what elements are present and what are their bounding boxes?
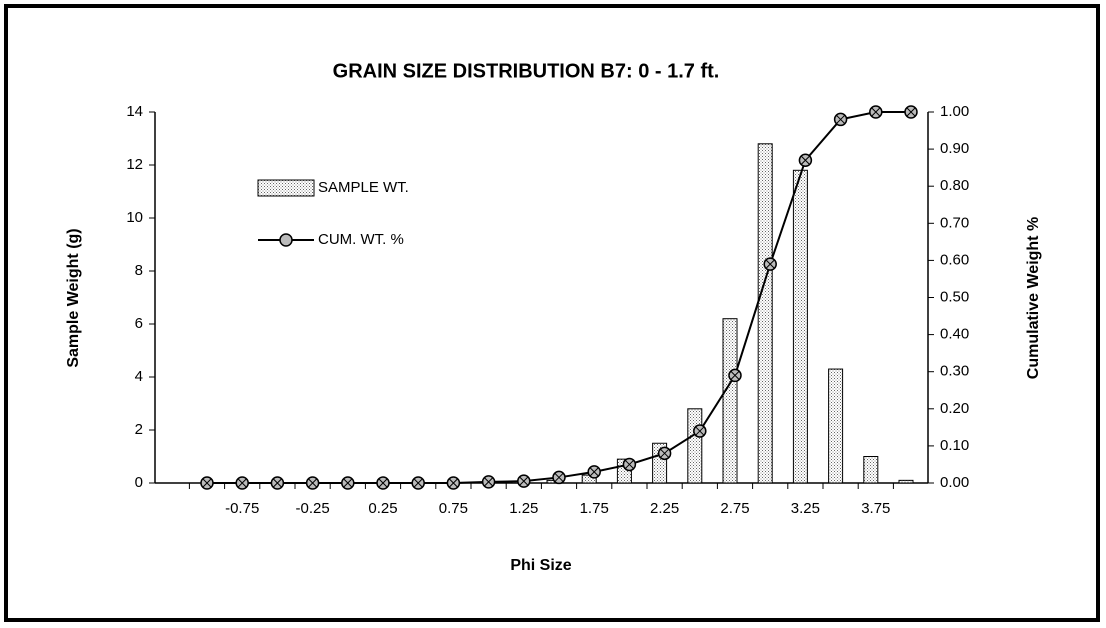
bar <box>757 143 773 484</box>
y2-tick-label: 0.40 <box>940 326 969 343</box>
y2-tick-label: 0.60 <box>940 251 969 268</box>
y2-tick-label: 0.80 <box>940 177 969 194</box>
marker-cross <box>695 426 705 436</box>
marker-cross <box>871 107 881 117</box>
x-tick-label: 1.25 <box>509 500 538 517</box>
marker-cross <box>519 476 529 486</box>
y-tick-label: 14 <box>126 103 143 120</box>
y-axis-label: Sample Weight (g) <box>65 228 82 367</box>
marker-cross <box>801 155 810 165</box>
y-tick-label: 6 <box>135 315 143 332</box>
y2-tick-label: 0.20 <box>940 400 969 417</box>
y-tick-label: 8 <box>135 262 143 279</box>
chart-title: GRAIN SIZE DISTRIBUTION B7: 0 - 1.7 ft. <box>333 60 720 82</box>
marker-cross <box>730 371 740 380</box>
legend-label: CUM. WT. % <box>318 231 404 248</box>
y2-axis-label: Cumulative Weight % <box>1025 217 1042 379</box>
x-tick-label: -0.25 <box>295 500 329 517</box>
y-tick-label: 2 <box>135 421 143 438</box>
bar <box>722 318 738 484</box>
y2-tick-label: 0.50 <box>940 288 969 305</box>
marker-cross <box>202 478 212 488</box>
bar <box>863 456 879 484</box>
y2-tick-label: 1.00 <box>940 103 969 120</box>
y-tick-label: 12 <box>126 156 143 173</box>
legend-label: SAMPLE WT. <box>318 179 409 196</box>
x-tick-label: 0.75 <box>439 500 468 517</box>
marker-cross <box>906 107 916 117</box>
x-tick-label: 3.25 <box>791 500 820 517</box>
bar <box>898 479 914 484</box>
marker-cross <box>413 478 423 488</box>
marker-cross <box>554 473 564 482</box>
marker-cross <box>378 478 388 488</box>
x-tick-label: 1.75 <box>580 500 609 517</box>
x-tick-label: 0.25 <box>368 500 397 517</box>
marker-cross <box>836 115 845 124</box>
bar <box>687 408 703 484</box>
marker-cross <box>625 460 634 469</box>
x-tick-label: 2.25 <box>650 500 679 517</box>
frame <box>4 4 1100 622</box>
y-tick-label: 4 <box>135 368 143 385</box>
bar <box>792 169 808 484</box>
y2-tick-label: 0.00 <box>940 474 969 491</box>
marker-cross <box>237 478 247 488</box>
y2-tick-label: 0.10 <box>940 437 969 454</box>
marker-cross <box>660 448 669 458</box>
x-axis-label: Phi Size <box>510 557 571 574</box>
x-tick-label: 2.75 <box>720 500 749 517</box>
marker-cross <box>589 467 599 477</box>
x-tick-label: -0.75 <box>225 500 259 517</box>
marker-cross <box>308 478 317 488</box>
marker-cross <box>449 478 458 488</box>
marker-cross <box>765 259 775 269</box>
x-tick-label: 3.75 <box>861 500 890 517</box>
y2-tick-label: 0.70 <box>940 214 969 231</box>
legend-marker <box>279 233 293 247</box>
y2-tick-label: 0.30 <box>940 363 969 380</box>
y-tick-label: 10 <box>126 209 143 226</box>
legend-swatch <box>257 179 315 197</box>
bar <box>828 368 844 484</box>
y-tick-label: 0 <box>135 474 143 491</box>
marker-cross <box>484 477 493 487</box>
marker-cross <box>343 478 353 488</box>
marker-cross <box>273 478 282 488</box>
y2-tick-label: 0.90 <box>940 140 969 157</box>
